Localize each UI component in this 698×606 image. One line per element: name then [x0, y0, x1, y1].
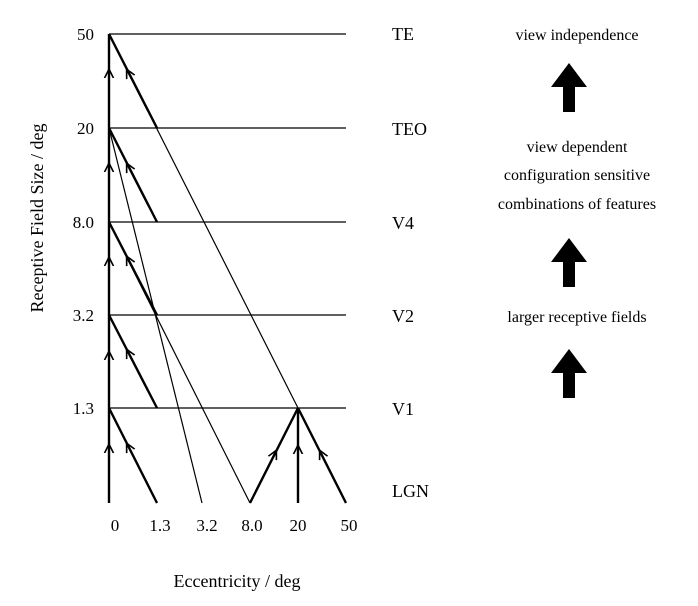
- note-view-dependent: view dependent: [527, 139, 628, 156]
- area-label-te: TE: [392, 24, 414, 44]
- arrow-v2-v4-diag: [127, 257, 149, 299]
- area-labels: TE TEO V4 V2 V1 LGN: [392, 24, 429, 501]
- area-label-v1: V1: [392, 399, 414, 419]
- level-lines: [109, 33, 346, 409]
- up-arrow-icon: [551, 349, 587, 398]
- y-tick-label: 3.2: [73, 306, 94, 325]
- y-tick-label: 20: [77, 119, 94, 138]
- y-tick-label: 1.3: [73, 399, 94, 418]
- note-configuration-sensitive: configuration sensitive: [504, 167, 650, 184]
- note-view-independence: view independence: [515, 27, 638, 44]
- y-tick-labels: 50 20 8.0 3.2 1.3: [73, 25, 94, 418]
- area-label-v2: V2: [392, 306, 414, 326]
- hierarchy-arrows: [551, 63, 587, 398]
- x-tick-label: 1.3: [149, 516, 170, 535]
- x-tick-label: 3.2: [196, 516, 217, 535]
- arrow-lgn-v1-diag: [127, 444, 149, 486]
- x-tick-labels: 0 1.3 3.2 8.0 20 50: [111, 516, 358, 535]
- note-combinations-of-features: combinations of features: [498, 196, 656, 213]
- area-label-v4: V4: [392, 213, 414, 233]
- x-tick-label: 50: [341, 516, 358, 535]
- y-tick-label: 50: [77, 25, 94, 44]
- arrow-teo-te-diag: [127, 70, 149, 112]
- projection-arrows: [109, 70, 341, 492]
- x-tick-label: 8.0: [241, 516, 262, 535]
- x-axis-title: Eccentricity / deg: [174, 571, 301, 591]
- area-label-lgn: LGN: [392, 481, 429, 501]
- up-arrow-icon: [551, 238, 587, 287]
- note-larger-receptive-fields: larger receptive fields: [507, 309, 646, 326]
- arrow-v4-teo-diag: [127, 164, 149, 206]
- arrow-v1-left: [255, 451, 276, 492]
- thin-diagonals: [108, 33, 299, 504]
- up-arrow-icon: [551, 63, 587, 112]
- y-tick-label: 8.0: [73, 213, 94, 232]
- arrow-v1-right: [320, 451, 341, 492]
- x-tick-label: 20: [290, 516, 307, 535]
- property-notes: view independence view dependent configu…: [498, 27, 656, 326]
- x-tick-label: 0: [111, 516, 120, 535]
- arrow-v1-v2-diag: [127, 350, 149, 392]
- y-axis-title: Receptive Field Size / deg: [27, 124, 47, 313]
- area-label-teo: TEO: [392, 119, 427, 139]
